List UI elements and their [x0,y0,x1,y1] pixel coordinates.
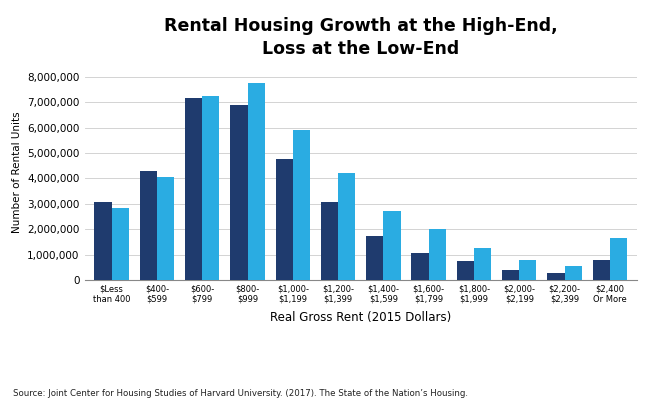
Text: Source: Joint Center for Housing Studies of Harvard University. (2017). The Stat: Source: Joint Center for Housing Studies… [13,389,468,398]
Title: Rental Housing Growth at the High-End,
Loss at the Low-End: Rental Housing Growth at the High-End, L… [164,17,558,58]
Bar [519,260,536,280]
X-axis label: Real Gross Rent (2015 Dollars): Real Gross Rent (2015 Dollars) [270,310,451,324]
Bar [140,171,157,280]
Bar [474,248,491,280]
Bar [384,211,400,280]
Bar [457,261,474,280]
Bar [547,273,565,280]
Bar [230,105,248,280]
Bar [429,229,446,280]
Bar [610,238,627,280]
Bar [593,260,610,280]
Bar [248,83,265,280]
Bar [94,202,112,280]
Y-axis label: Number of Rental Units: Number of Rental Units [12,111,21,233]
Bar [321,202,338,280]
Bar [292,130,310,280]
Bar [502,270,519,280]
Legend: 2005, 2015: 2005, 2015 [303,398,419,400]
Bar [366,236,384,280]
Bar [276,159,292,280]
Bar [157,177,174,280]
Bar [202,96,220,280]
Bar [338,173,356,280]
Bar [185,98,202,280]
Bar [565,266,582,280]
Bar [112,208,129,280]
Bar [411,253,429,280]
